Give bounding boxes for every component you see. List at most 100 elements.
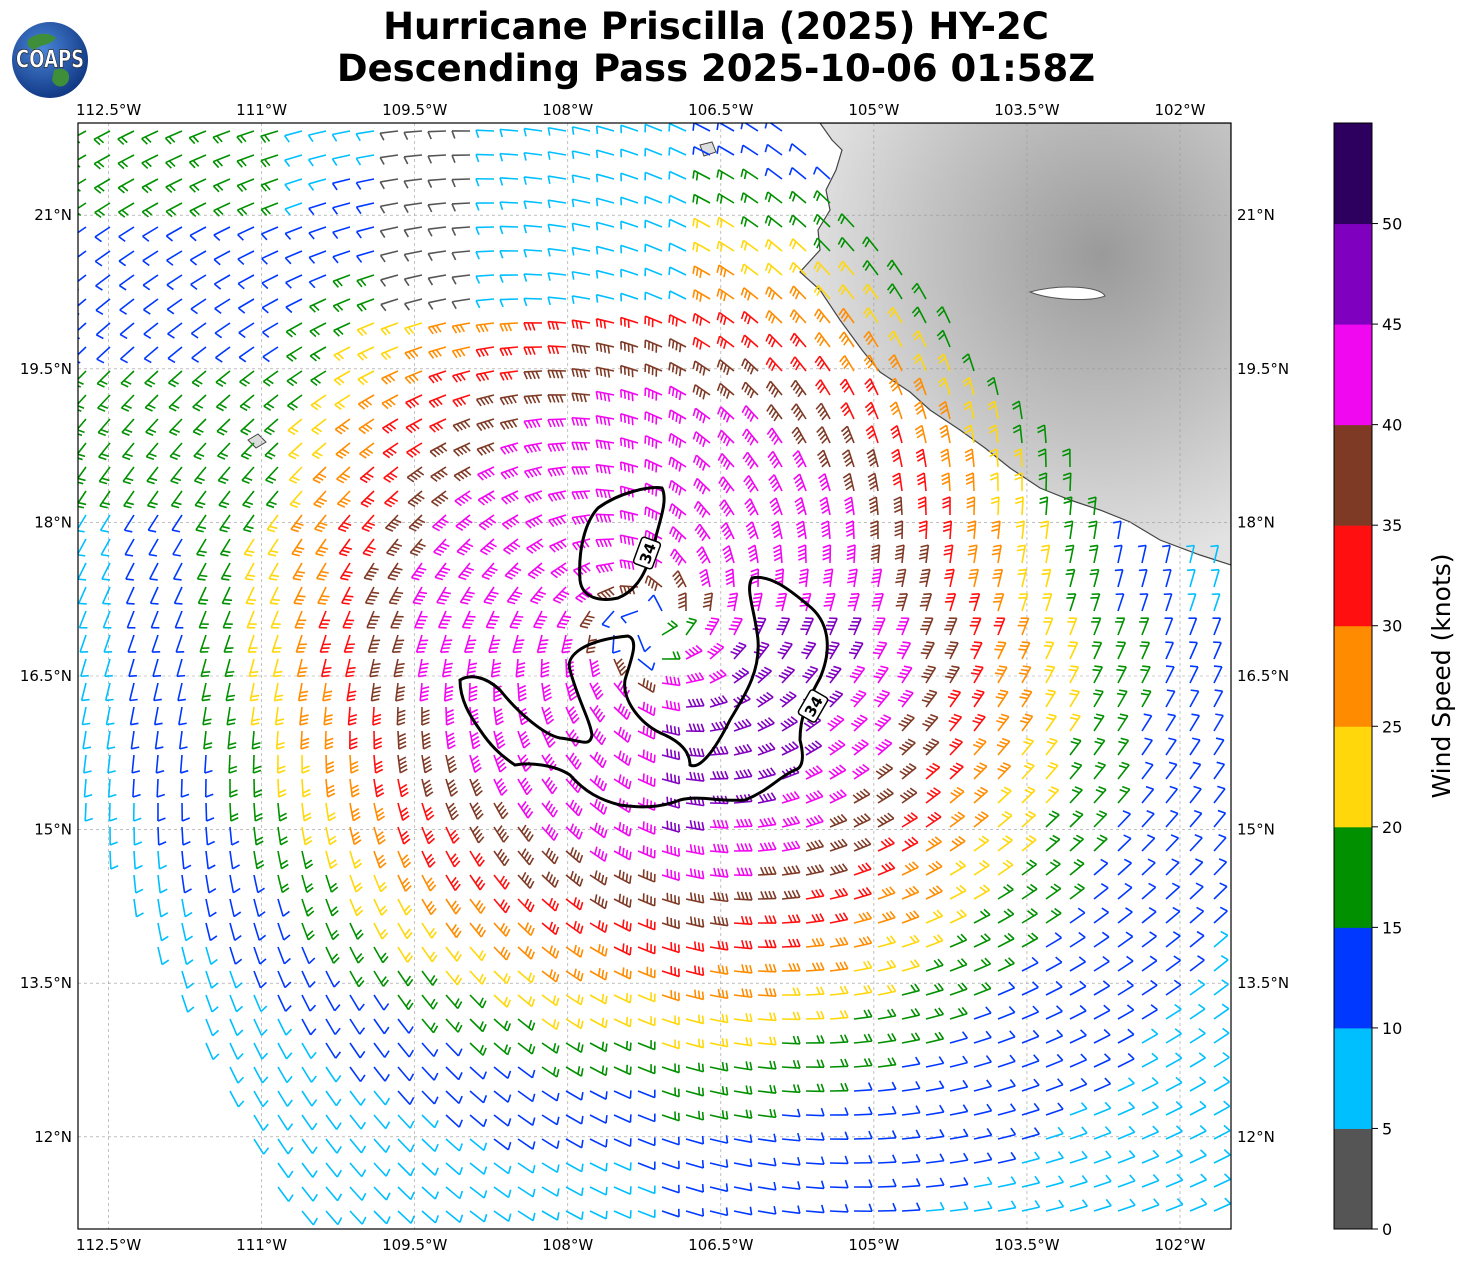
- wind-barb: [888, 354, 903, 372]
- wind-barb: [144, 394, 159, 412]
- wind-barb: [637, 634, 652, 653]
- wind-barb: [176, 658, 186, 678]
- wind-barb: [1163, 593, 1173, 612]
- wind-barb: [405, 418, 423, 434]
- wind-barb: [101, 562, 111, 581]
- wind-barb: [968, 568, 979, 588]
- wind-barb: [382, 442, 399, 459]
- wind-barb: [571, 198, 591, 208]
- wind-barb: [336, 466, 351, 484]
- wind-barb: [571, 126, 591, 135]
- wind-barb: [864, 401, 879, 420]
- wind-barb: [813, 213, 831, 228]
- wind-barb: [104, 682, 114, 702]
- wind-barb: [266, 514, 279, 533]
- wind-barb: [403, 178, 423, 189]
- colorbar-tick-label: 10: [1382, 1019, 1402, 1038]
- wind-barb: [993, 617, 1006, 636]
- wind-barb: [101, 586, 111, 605]
- wind-barb: [764, 286, 783, 301]
- wind-barb: [380, 346, 399, 361]
- wind-barb: [240, 442, 255, 460]
- wind-barb: [356, 274, 375, 288]
- wind-barb: [78, 466, 87, 485]
- wind-barb: [918, 520, 928, 540]
- wind-barb: [118, 250, 135, 267]
- wind-barb: [260, 226, 279, 241]
- wind-barb: [189, 178, 207, 193]
- wind-barb: [333, 370, 351, 386]
- wind-barb: [308, 250, 327, 264]
- wind-barb: [223, 634, 234, 653]
- wind-barb: [215, 394, 231, 412]
- wind-barb: [789, 332, 807, 348]
- wind-barb: [142, 226, 159, 242]
- wind-barb: [314, 514, 328, 533]
- wind-barb: [889, 401, 903, 420]
- wind-barb: [839, 355, 855, 372]
- lat-label-left: 18°N: [34, 513, 72, 531]
- wind-barb: [427, 298, 447, 310]
- wind-barb: [273, 682, 284, 702]
- wind-barb: [595, 390, 615, 402]
- title-line-1: Hurricane Priscilla (2025) HY-2C: [383, 5, 1049, 48]
- wind-barb: [871, 592, 884, 612]
- wind-barb: [863, 330, 879, 348]
- wind-barb: [619, 559, 639, 571]
- wind-barb: [379, 154, 399, 165]
- wind-barb: [261, 298, 279, 314]
- wind-barb: [823, 592, 836, 612]
- wind-barb: [619, 437, 639, 450]
- wind-barb: [837, 236, 855, 252]
- wind-barb: [816, 426, 831, 444]
- wind-barb: [727, 592, 739, 612]
- wind-barb: [192, 418, 207, 436]
- wind-barb: [919, 593, 933, 612]
- wind-barb: [740, 168, 759, 180]
- wind-barb: [239, 370, 255, 387]
- wind-barb: [149, 586, 159, 605]
- wind-barb: [798, 568, 809, 588]
- wind-barb: [1013, 448, 1023, 468]
- wind-barb: [718, 499, 735, 517]
- colorbar-segment-4: [1334, 726, 1372, 828]
- wind-barb: [547, 151, 567, 160]
- wind-barb: [523, 151, 543, 161]
- wind-barb: [707, 642, 725, 660]
- wind-barb: [309, 322, 327, 338]
- wind-barb: [427, 202, 447, 213]
- wind-barb: [668, 314, 687, 327]
- wind-barb: [451, 178, 471, 188]
- wind-barb: [1064, 544, 1075, 564]
- wind-barb: [100, 538, 111, 557]
- wind-barb: [547, 369, 567, 379]
- wind-barb: [342, 610, 355, 629]
- wind-barb: [144, 370, 159, 388]
- wind-barb: [547, 418, 567, 428]
- wind-barb: [242, 514, 255, 533]
- wind-barb: [523, 346, 543, 356]
- wind-barb: [219, 514, 231, 533]
- wind-barb: [777, 641, 793, 660]
- wind-barb: [481, 562, 498, 581]
- wind-barb: [747, 544, 759, 564]
- wind-barb: [842, 472, 855, 492]
- wind-barb: [189, 250, 207, 266]
- wind-barb: [383, 466, 399, 483]
- wind-barb: [379, 226, 399, 238]
- wind-barb: [261, 250, 279, 265]
- wind-barb: [912, 330, 927, 348]
- wind-barb: [692, 336, 711, 350]
- wind-barb: [964, 448, 975, 468]
- wind-barb: [165, 202, 183, 218]
- wind-barb: [427, 226, 447, 237]
- wind-barb: [141, 154, 159, 169]
- wind-barb: [97, 394, 111, 412]
- wind-barb: [788, 190, 807, 204]
- wind-barb: [915, 448, 927, 468]
- wind-barb: [644, 171, 663, 181]
- wind-barb: [427, 322, 447, 335]
- wind-barb: [379, 130, 399, 141]
- wind-barb: [523, 297, 543, 307]
- wind-barb: [813, 261, 831, 276]
